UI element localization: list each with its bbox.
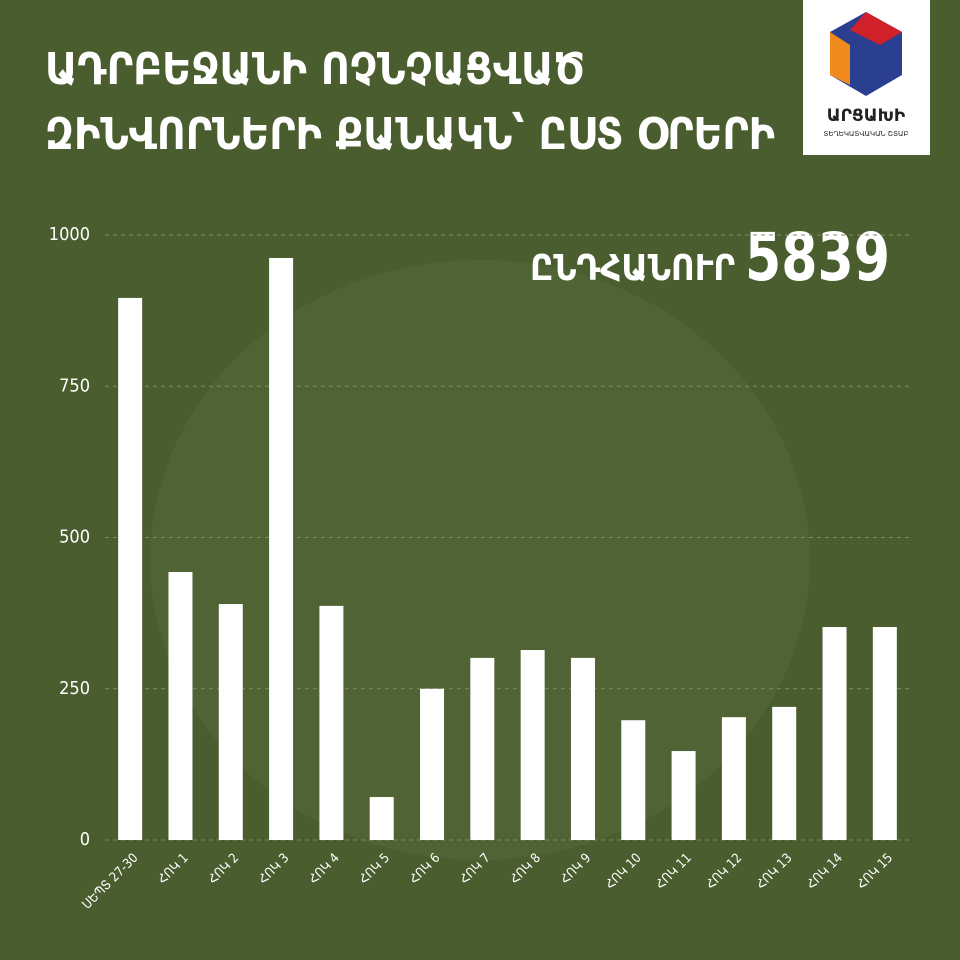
y-tick-label: 250 bbox=[59, 678, 90, 699]
bar bbox=[570, 657, 595, 840]
logo-subtitle: ՏԵՂԵԿԱՏՎԱԿԱՆ ՇՏԱԲ bbox=[823, 130, 908, 138]
background-photo bbox=[150, 260, 810, 860]
bar bbox=[671, 751, 696, 840]
total-label: ԸՆԴՀԱՆՈՒՐ bbox=[530, 248, 735, 289]
chart-title: ԶԻՆՎՈՐՆԵՐԻ ՔԱՆԱԿՆ՝ ԸՍՏ ՕՐԵՐԻ bbox=[45, 109, 775, 160]
logo-name: ԱՐՑԱԽԻ bbox=[827, 106, 906, 126]
logo: ԱՐՑԱԽԻ ՏԵՂԵԿԱՏՎԱԿԱՆ ՇՏԱԲ bbox=[803, 0, 930, 155]
bar bbox=[822, 627, 847, 840]
total-value: 5839 bbox=[745, 219, 890, 296]
bar bbox=[470, 657, 495, 840]
bar bbox=[721, 717, 746, 840]
bar bbox=[118, 297, 143, 840]
bar bbox=[872, 627, 897, 840]
bar bbox=[520, 650, 545, 840]
y-tick-label: 1000 bbox=[49, 224, 90, 245]
logo-orange bbox=[830, 32, 850, 85]
bar bbox=[269, 257, 294, 840]
bar bbox=[168, 571, 193, 840]
bar bbox=[621, 720, 646, 840]
y-tick-label: 750 bbox=[59, 375, 90, 396]
bar bbox=[772, 706, 797, 840]
chart-title: ԱԴՐԲԵՋԱՆԻ ՈՉՆՉԱՑՎԱԾ bbox=[45, 44, 585, 95]
bar bbox=[369, 797, 394, 840]
bar bbox=[218, 604, 243, 840]
bar bbox=[420, 688, 445, 840]
y-tick-label: 0 bbox=[80, 829, 90, 850]
logo-red bbox=[850, 12, 902, 45]
bar bbox=[319, 605, 344, 840]
y-tick-label: 500 bbox=[59, 527, 90, 548]
